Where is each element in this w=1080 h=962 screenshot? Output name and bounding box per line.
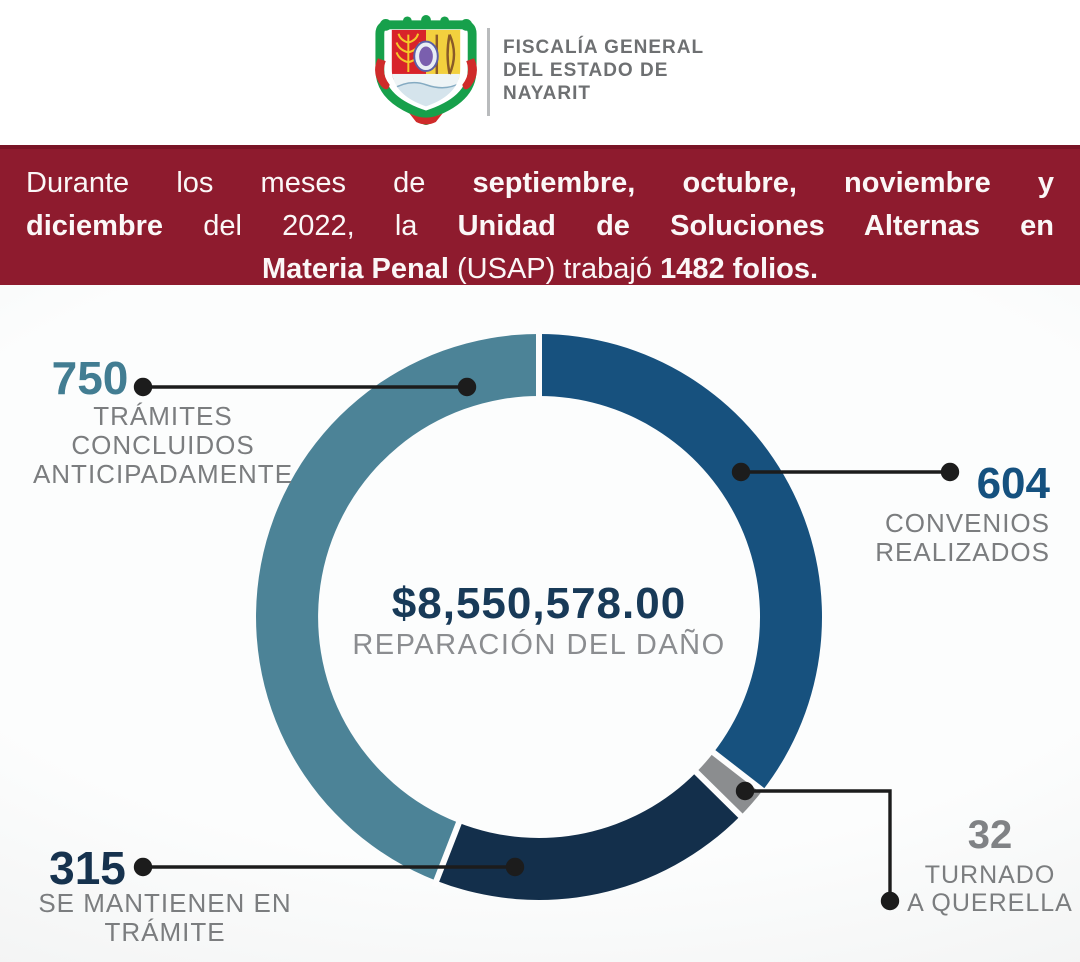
org-name-line3: NAYARIT bbox=[503, 83, 591, 104]
banner-text: Durante los meses de septiembre, octubre… bbox=[26, 162, 1054, 291]
callout-label-line: ANTICIPADAMENTE bbox=[32, 459, 294, 489]
connector-dot bbox=[735, 781, 755, 801]
segment-divider bbox=[431, 816, 464, 888]
segment-divider bbox=[706, 746, 770, 797]
banner-line: Durante los meses de septiembre, octubre… bbox=[26, 167, 1054, 199]
callout-label-750: TRÁMITES CONCLUIDOS ANTICIPADAMENTE bbox=[8, 402, 318, 489]
header: FISCALÍA GENERAL DEL ESTADO DE NAYARIT bbox=[0, 0, 1080, 145]
donut-segment-se-mantienen-en-tramite bbox=[436, 772, 741, 900]
callout-value-32: 32 bbox=[967, 813, 1013, 857]
reparacion-amount: $8,550,578.00 bbox=[391, 579, 687, 628]
nayarit-coat-of-arms-logo bbox=[375, 15, 477, 125]
callout-label-line: CONVENIOS bbox=[884, 508, 1050, 538]
donut-chart bbox=[133, 328, 960, 911]
connector-dot bbox=[133, 857, 153, 877]
banner-line: Materia Penal (USAP) trabajó 1482 folios… bbox=[261, 253, 819, 285]
donut-segment-convenios-realizados bbox=[539, 334, 823, 791]
callout-connectors bbox=[133, 377, 960, 911]
callout-value-750: 750 bbox=[51, 352, 129, 404]
callout-value-315: 315 bbox=[49, 842, 126, 894]
callout-label-315: SE MANTIENEN EN TRÁMITE bbox=[15, 889, 315, 947]
org-name-line2: DEL ESTADO DE bbox=[503, 60, 669, 81]
callout-label-line: TURNADO bbox=[924, 861, 1056, 889]
connector-dot bbox=[731, 462, 751, 482]
header-divider bbox=[487, 28, 490, 116]
callout-label-line: A QUERELLA bbox=[907, 889, 1073, 917]
callout-label-line: SE MANTIENEN EN bbox=[38, 888, 292, 918]
connector-dot bbox=[505, 857, 525, 877]
callout-value-604: 604 bbox=[976, 459, 1050, 508]
reparacion-label: REPARACIÓN DEL DAÑO bbox=[352, 629, 726, 661]
connector-dot bbox=[457, 377, 477, 397]
connector-dot bbox=[133, 377, 153, 397]
chart-area: $8,550,578.00 REPARACIÓN DEL DAÑO 750 TR… bbox=[0, 285, 1080, 962]
donut-segment-tramites-concluidos-anticipadamente bbox=[256, 334, 539, 881]
connector-dot bbox=[940, 462, 960, 482]
callout-label-32: TURNADO A QUERELLA bbox=[895, 861, 1080, 917]
org-name-line1: FISCALÍA GENERAL bbox=[503, 37, 705, 58]
segment-divider bbox=[689, 765, 747, 823]
callout-label-line: TRÁMITES CONCLUIDOS bbox=[71, 401, 255, 460]
connector-32 bbox=[745, 789, 892, 901]
banner-line: diciembre del 2022, la Unidad de Solucio… bbox=[26, 210, 1054, 242]
org-name: FISCALÍA GENERAL DEL ESTADO DE NAYARIT bbox=[503, 36, 704, 105]
callout-label-line: TRÁMITE bbox=[104, 917, 226, 947]
connector-dot bbox=[880, 891, 900, 911]
callout-label-line: REALIZADOS bbox=[875, 537, 1050, 567]
callout-label-604: CONVENIOS REALIZADOS bbox=[820, 509, 1050, 567]
period-banner: Durante los meses de septiembre, octubre… bbox=[0, 145, 1080, 285]
